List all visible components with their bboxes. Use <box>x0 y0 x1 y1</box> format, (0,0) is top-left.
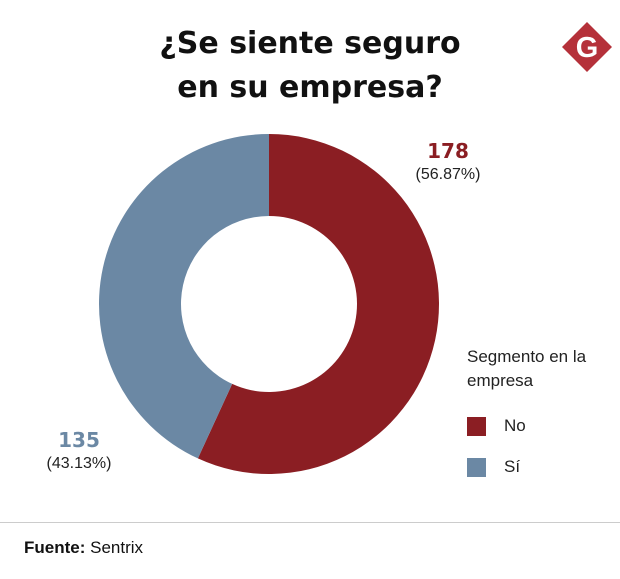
donut-slices <box>98 133 439 474</box>
source-value: Sentrix <box>90 538 144 557</box>
value-label-si: 135 <box>58 428 100 452</box>
percent-label-si: (43.13%) <box>46 455 112 472</box>
legend-item-no: No <box>467 415 526 437</box>
footer-divider <box>0 522 620 523</box>
donut-slice-si <box>98 133 269 459</box>
legend-title: Segmento en la empresa <box>467 347 587 390</box>
donut-chart <box>98 133 439 474</box>
title-line-1: ¿Se siente seguro <box>159 26 461 61</box>
legend-label-si: Sí <box>504 457 521 476</box>
legend-label-no: No <box>504 416 526 435</box>
legend-swatch-si <box>467 457 486 477</box>
title-line-2: en su empresa? <box>177 70 443 105</box>
value-label-no: 178 <box>427 139 469 163</box>
source-label: Fuente: <box>24 538 86 557</box>
logo-letter: G <box>576 32 599 64</box>
legend-swatch-no <box>467 416 486 436</box>
percent-label-no: (56.87%) <box>415 166 481 183</box>
donut-slice-no <box>197 134 439 474</box>
brand-logo-icon: G <box>562 22 612 72</box>
legend-item-si: Sí <box>467 456 520 478</box>
chart-title: ¿Se siente seguro en su empresa? <box>110 22 510 110</box>
source-note: Fuente: Sentrix <box>24 538 143 558</box>
